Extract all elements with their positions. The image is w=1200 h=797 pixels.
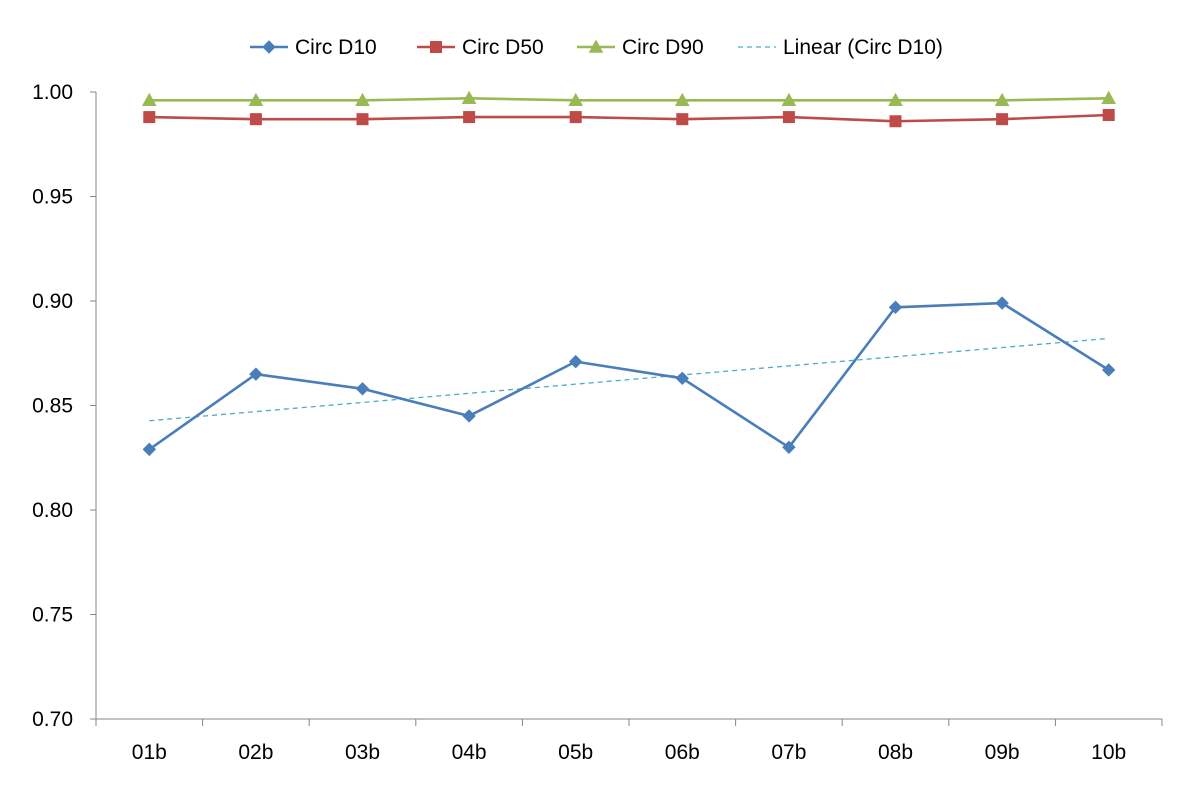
data-point-circ-d50 [143, 111, 156, 124]
y-tick-labels: 0.70 0.75 0.80 0.85 0.90 0.95 1.00 [32, 81, 73, 731]
data-point-circ-d90 [141, 92, 157, 107]
data-point-circ-d10 [675, 371, 690, 386]
data-point-circ-d50 [249, 113, 262, 126]
y-tick-label: 0.75 [32, 604, 73, 627]
x-tick-label: 06b [665, 741, 700, 764]
data-point-circ-d90 [1101, 90, 1117, 104]
trendline-layer [149, 337, 1109, 422]
y-tick-label: 1.00 [32, 81, 73, 104]
data-point-circ-d10 [355, 382, 370, 396]
data-point-circ-d90 [781, 92, 797, 107]
legend-item-circ-d90: Circ D90 [577, 36, 704, 59]
x-tick-label: 08b [878, 741, 913, 764]
legend-label: Linear (Circ D10) [783, 36, 943, 59]
y-tick-label: 0.70 [32, 708, 73, 731]
series-circ-d90 [141, 90, 1117, 107]
data-point-circ-d90 [461, 90, 477, 104]
y-tick-label: 0.95 [32, 186, 73, 209]
axes [90, 91, 1163, 726]
series-circ-d50 [143, 108, 1115, 128]
legend-item-circ-d10: Circ D10 [250, 36, 377, 59]
data-point-circ-d10 [1101, 363, 1116, 377]
data-point-circ-d10 [995, 296, 1009, 310]
x-tick-label: 09b [985, 741, 1020, 764]
x-tick-label: 05b [558, 741, 593, 764]
data-point-circ-d50 [356, 113, 369, 126]
data-point-circ-d50 [676, 113, 689, 126]
data-point-circ-d10 [568, 354, 583, 369]
series-layer [141, 90, 1117, 457]
legend-label: Circ D90 [622, 36, 704, 59]
x-tick-label: 07b [771, 741, 806, 764]
series-line-circ-d10 [148, 301, 1110, 451]
x-tick-labels: 01b 02b 03b 04b 05b 06b 07b 08b 09b 10b [132, 741, 1126, 764]
data-point-circ-d10 [888, 300, 903, 314]
data-point-circ-d90 [994, 92, 1010, 107]
x-tick-label: 04b [452, 741, 487, 764]
legend-item-circ-d50: Circ D50 [417, 36, 544, 59]
series-line-circ-d50 [149, 113, 1109, 123]
data-point-circ-d10 [249, 367, 263, 381]
x-tick-label: 10b [1091, 741, 1126, 764]
data-point-circ-d90 [888, 92, 903, 107]
data-point-circ-d10 [462, 409, 476, 423]
legend: Circ D10 Circ D50 Circ D90 Linear (Circ D10… [250, 36, 943, 59]
data-point-circ-d90 [674, 92, 690, 107]
data-point-circ-d10 [142, 442, 157, 457]
data-point-circ-d10 [782, 440, 796, 455]
data-point-circ-d50 [889, 115, 902, 128]
data-point-circ-d50 [996, 113, 1009, 126]
data-point-circ-d90 [355, 92, 370, 107]
x-tick-label: 03b [345, 741, 380, 764]
series-line-circ-d90 [149, 96, 1109, 102]
y-tick-label: 0.80 [32, 499, 73, 522]
data-point-circ-d50 [1102, 108, 1115, 121]
data-point-circ-d50 [569, 111, 582, 124]
x-tick-label: 01b [132, 741, 167, 764]
series-circ-d10 [142, 296, 1116, 457]
legend-marker [588, 39, 604, 53]
trendline-circ-d10 [149, 337, 1109, 422]
legend-marker [262, 40, 276, 54]
y-tick-label: 0.85 [32, 395, 73, 418]
data-point-circ-d90 [248, 92, 264, 107]
legend-marker [430, 41, 442, 53]
legend-label: Circ D10 [295, 36, 377, 59]
data-point-circ-d50 [782, 111, 795, 124]
y-tick-label: 0.90 [32, 290, 73, 313]
x-tick-label: 02b [238, 741, 273, 764]
data-point-circ-d50 [463, 111, 476, 124]
legend-label: Circ D50 [462, 36, 544, 59]
legend-item-linear-circ-d10-: Linear (Circ D10) [738, 36, 943, 59]
data-point-circ-d90 [568, 92, 584, 107]
